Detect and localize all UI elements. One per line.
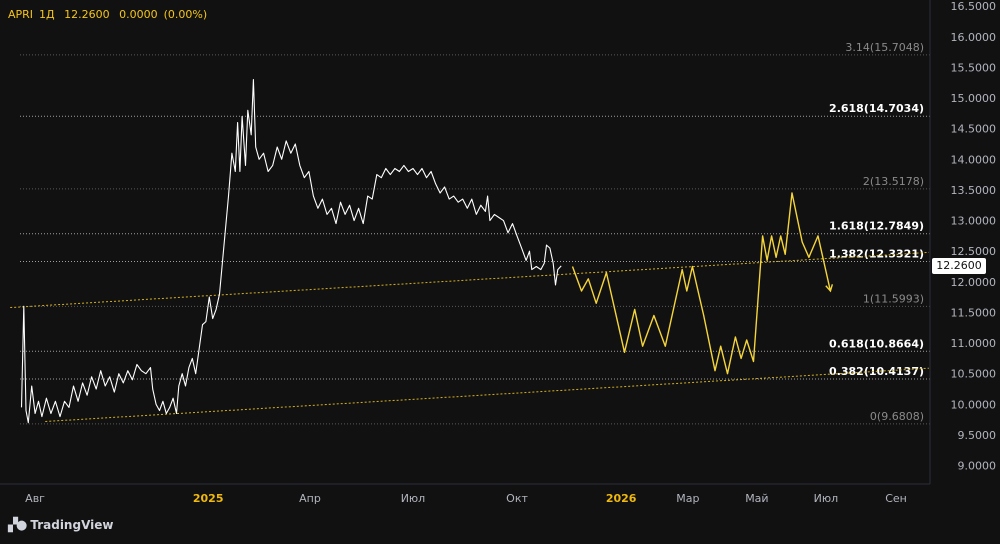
x-tick-label: Сен: [885, 492, 907, 505]
x-tick-label: 2025: [193, 492, 224, 505]
x-tick-label: Май: [745, 492, 768, 505]
x-tick-label: 2026: [606, 492, 637, 505]
x-tick-label: Мар: [676, 492, 699, 505]
y-tick-label: 9.5000: [958, 429, 997, 442]
price-line[interactable]: [20, 79, 562, 424]
symbol-name[interactable]: APRI: [8, 8, 34, 21]
y-tick-label: 14.0000: [951, 153, 997, 166]
y-tick-label: 14.5000: [951, 123, 997, 136]
tradingview-logo[interactable]: ▞● TradingView: [8, 518, 113, 533]
y-tick-label: 11.0000: [951, 337, 997, 350]
fib-level-label: 1.618(12.7849): [829, 220, 924, 233]
axis-layer: 16.5000 16.0000 15.5000 15.0000 14.5000 14.00…: [0, 0, 996, 505]
trend-line[interactable]: [45, 367, 929, 423]
price-change: 0.0000: [119, 8, 158, 21]
fib-level-label: 1(11.5993): [863, 292, 924, 305]
y-tick-label: 9.0000: [958, 460, 997, 473]
y-tick-label: 12.5000: [951, 245, 997, 258]
fib-level-label: 0.618(10.8664): [829, 337, 924, 350]
price-change-percent: (0.00%): [163, 8, 208, 21]
y-tick-label: 15.0000: [951, 92, 997, 105]
y-tick-label: 10.0000: [951, 398, 997, 411]
trend-channel[interactable]: [10, 251, 929, 423]
fib-level-label: 2(13.5178): [863, 175, 924, 188]
fib-level-label: 3.14(15.7048): [845, 41, 924, 54]
last-price: 12.2600: [64, 8, 110, 21]
projection-arrowhead: [825, 284, 834, 293]
y-tick-label: 16.5000: [951, 0, 997, 13]
x-tick-label: Июл: [814, 492, 839, 505]
projection-line[interactable]: [571, 192, 832, 375]
fib-level-label: 2.618(14.7034): [829, 102, 924, 115]
series-layer: [20, 79, 834, 424]
fibonacci-extension[interactable]: 3.14(15.7048) 2.618(14.7034) 2(13.5178) 1.6…: [20, 41, 930, 425]
interval-label[interactable]: 1Д: [39, 8, 55, 21]
x-tick-label: Июл: [401, 492, 426, 505]
symbol-header[interactable]: APRI 1Д 12.2600 0.0000 (0.00%): [8, 8, 213, 21]
y-tick-label: 13.0000: [951, 215, 997, 228]
x-tick-label: Авг: [25, 492, 45, 505]
y-tick-label: 10.5000: [951, 368, 997, 381]
x-tick-label: Окт: [506, 492, 528, 505]
y-tick-label: 16.0000: [951, 31, 997, 44]
current-price-tag: 12.2600: [932, 257, 986, 274]
tradingview-logo-icon: ▞●: [8, 518, 27, 533]
trend-line[interactable]: [10, 251, 929, 309]
tradingview-logo-text: TradingView: [30, 518, 114, 532]
x-tick-label: Апр: [299, 492, 321, 505]
fib-level-label: 0(9.6808): [870, 410, 924, 423]
y-tick-label: 12.0000: [951, 276, 997, 289]
y-tick-label: 13.5000: [951, 184, 997, 197]
y-tick-label: 11.5000: [951, 306, 997, 319]
y-tick-label: 15.5000: [951, 61, 997, 74]
